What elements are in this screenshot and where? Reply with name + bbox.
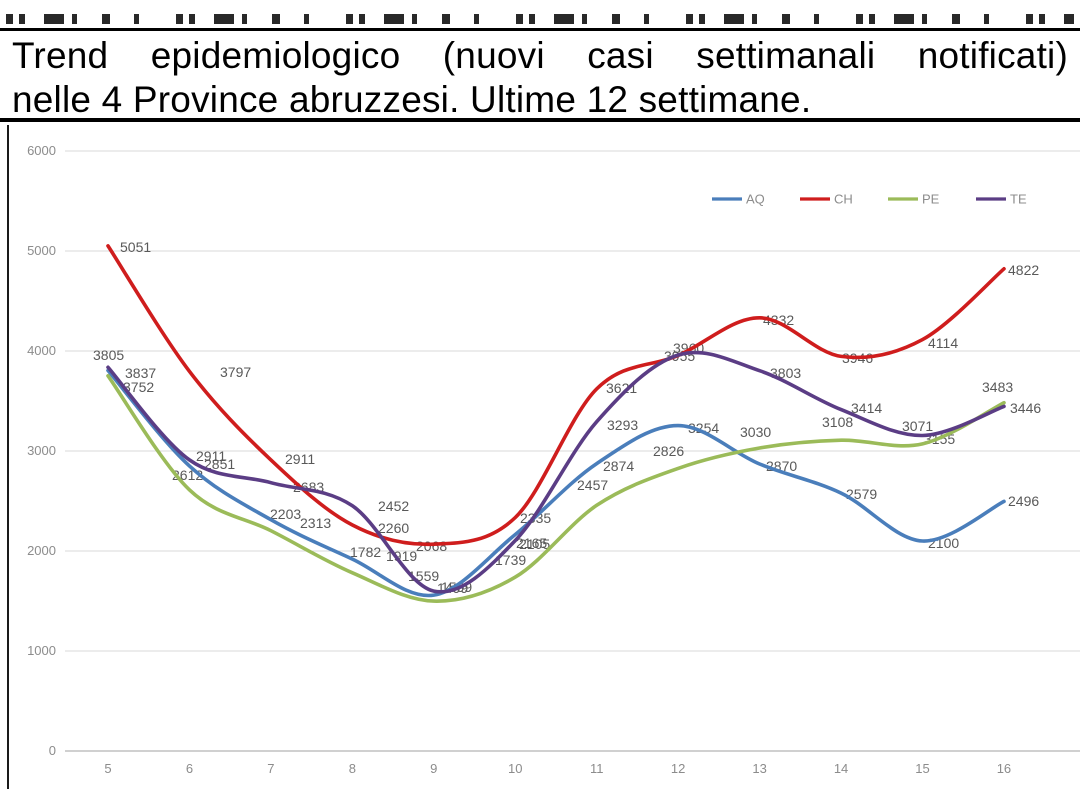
series-line-aq (106, 368, 1006, 598)
data-label: 3414 (851, 400, 882, 416)
legend-item-te: TE (976, 192, 1027, 207)
x-tick-label: 16 (997, 761, 1011, 776)
data-label: 2911 (285, 451, 315, 467)
series-lines (106, 244, 1006, 603)
legend-item-ch: CH (800, 192, 853, 207)
cutoff-text-fragments (6, 14, 1074, 24)
data-label: 2826 (653, 443, 684, 459)
data-labels-ch: 5051379729112260206823353621395543323946… (120, 239, 1039, 554)
series-line-pe (106, 374, 1006, 603)
data-label: 1782 (350, 544, 381, 560)
legend-item-aq: AQ (712, 192, 765, 207)
x-tick-label: 13 (752, 761, 766, 776)
x-tick-label: 8 (349, 761, 356, 776)
data-label: 2496 (1008, 493, 1039, 509)
data-label: 2260 (378, 520, 409, 536)
data-label: 3293 (607, 417, 638, 433)
data-label: 2579 (846, 486, 877, 502)
line-chart: 0 1000 2000 3000 4000 5000 6000 5 6 7 8 9 10 11 12 13 1… (0, 125, 1080, 789)
cutoff-text-strip (0, 0, 1080, 28)
gridlines (65, 150, 1080, 752)
data-label: 3621 (606, 380, 637, 396)
x-tick-label: 15 (915, 761, 929, 776)
x-tick-label: 5 (104, 761, 111, 776)
series-line-te (106, 350, 1006, 594)
data-label: 5051 (120, 239, 151, 255)
data-label: 1739 (495, 552, 526, 568)
legend-label: TE (1010, 192, 1027, 207)
data-label: 3752 (123, 379, 154, 395)
data-label: 3446 (1010, 400, 1041, 416)
y-axis-tick-labels: 0 1000 2000 3000 4000 5000 6000 (27, 143, 56, 758)
data-label: 2313 (300, 515, 331, 531)
x-tick-label: 12 (671, 761, 685, 776)
y-tick-label: 1000 (27, 643, 56, 658)
y-tick-label: 4000 (27, 343, 56, 358)
legend-item-pe: PE (888, 192, 940, 207)
series-line-ch (106, 244, 1006, 547)
data-point-labels: 3805285123131919155921652874325428702579… (93, 239, 1041, 596)
page-title-line2: nelle 4 Province abruzzesi. Ultime 12 se… (12, 79, 812, 120)
x-axis-tick-labels: 5 6 7 8 9 10 11 12 13 14 15 16 (104, 761, 1011, 776)
x-tick-label: 14 (834, 761, 848, 776)
legend-label: CH (834, 192, 853, 207)
chart-svg: 0 1000 2000 3000 4000 5000 6000 5 6 7 8 9 10 11 12 13 1… (27, 143, 1080, 776)
page-title-line1: Trend epidemiologico (nuovi casi settima… (12, 35, 1068, 76)
data-label: 2874 (603, 458, 634, 474)
left-border-rule (7, 125, 9, 789)
data-label: 4114 (928, 335, 958, 351)
data-label: 2165 (516, 535, 547, 551)
legend: AQ CH PE TE (712, 192, 1027, 207)
y-tick-label: 6000 (27, 143, 56, 158)
data-label: 4332 (763, 312, 794, 328)
data-label: 2457 (577, 477, 608, 493)
data-label: 3483 (982, 379, 1013, 395)
data-label: 3108 (822, 414, 853, 430)
data-label: 2851 (204, 456, 235, 472)
data-label: 2452 (378, 498, 409, 514)
data-label: 2911 (196, 448, 226, 464)
x-tick-label: 6 (186, 761, 193, 776)
data-labels-te: 3837291126832452159921053293396038033414… (125, 340, 1041, 595)
data-label: 2203 (270, 506, 301, 522)
data-label: 3837 (125, 365, 156, 381)
data-label: 4822 (1008, 262, 1039, 278)
data-label: 3254 (688, 420, 719, 436)
legend-label: AQ (746, 192, 765, 207)
legend-label: PE (922, 192, 940, 207)
title-block: Trend epidemiologico (nuovi casi settima… (0, 28, 1080, 122)
x-tick-label: 9 (430, 761, 437, 776)
data-label: 3797 (220, 364, 251, 380)
y-tick-label: 0 (49, 743, 56, 758)
y-tick-label: 2000 (27, 543, 56, 558)
x-tick-label: 11 (590, 761, 604, 776)
data-label: 3071 (902, 418, 933, 434)
x-tick-label: 10 (508, 761, 522, 776)
y-tick-label: 5000 (27, 243, 56, 258)
data-label: 3805 (93, 347, 124, 363)
data-label: 2105 (519, 536, 550, 552)
data-label: 3030 (740, 424, 771, 440)
x-tick-label: 7 (267, 761, 274, 776)
y-tick-label: 3000 (27, 443, 56, 458)
